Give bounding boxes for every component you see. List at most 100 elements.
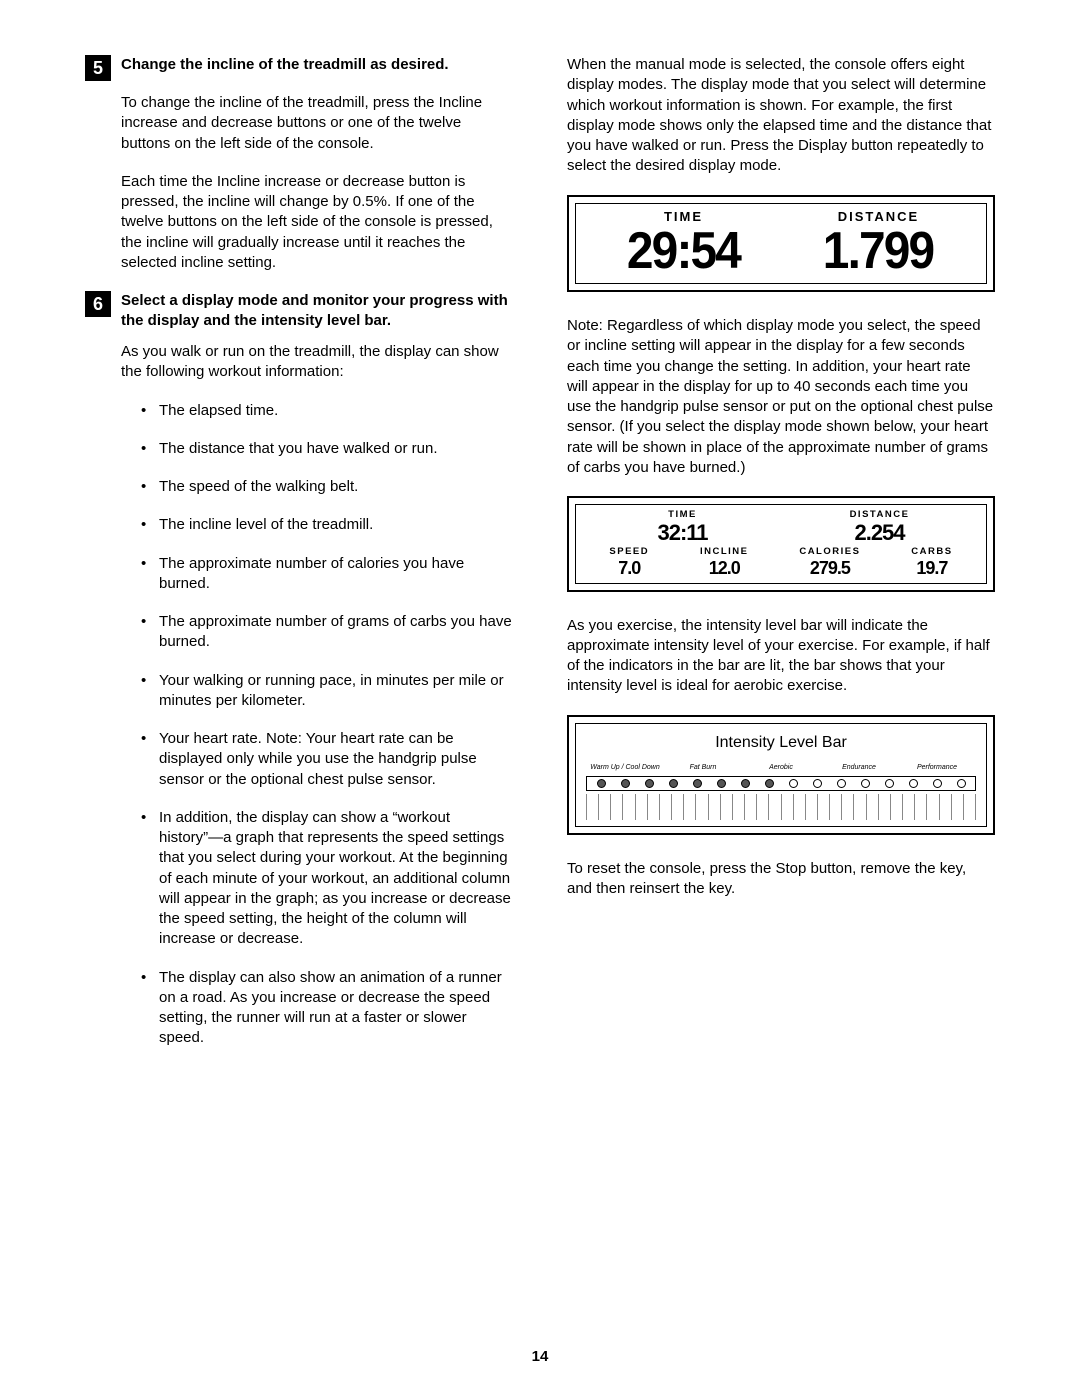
- intensity-bar-title: Intensity Level Bar: [582, 732, 980, 754]
- bullet-calories: The approximate number of calories you h…: [141, 554, 513, 595]
- step-5-para-1: To change the incline of the treadmill, …: [121, 93, 513, 154]
- intensity-tick: [866, 794, 867, 820]
- intensity-tick: [683, 794, 684, 820]
- intensity-led-icon: [933, 779, 942, 788]
- page-number: 14: [0, 1348, 1080, 1365]
- bullet-incline: The incline level of the treadmill.: [141, 515, 513, 535]
- step-5-title: Change the incline of the treadmill as d…: [121, 55, 449, 75]
- intensity-tick: [817, 794, 818, 820]
- intensity-tick: [671, 794, 672, 820]
- intensity-tick: [708, 794, 709, 820]
- intensity-tick: [805, 794, 806, 820]
- bullet-runner-animation: The display can also show an animation o…: [141, 968, 513, 1049]
- intensity-tick: [647, 794, 648, 820]
- intensity-bar-display: Intensity Level Bar Warm Up / Cool DownF…: [567, 715, 995, 835]
- step-6-header: 6 Select a display mode and monitor your…: [85, 291, 513, 330]
- intensity-tick: [622, 794, 623, 820]
- intensity-tick: [744, 794, 745, 820]
- intensity-tick: [598, 794, 599, 820]
- intensity-bar-zones: Warm Up / Cool DownFat BurnAerobicEndura…: [582, 763, 980, 772]
- intensity-zone-label: Aerobic: [742, 763, 820, 772]
- bullet-elapsed-time: The elapsed time.: [141, 401, 513, 421]
- intensity-tick: [659, 794, 660, 820]
- intensity-led-icon: [957, 779, 966, 788]
- lcd2-carbs-value: 19.7: [911, 559, 952, 577]
- step-6-title: Select a display mode and monitor your p…: [121, 291, 513, 330]
- bullet-carbs: The approximate number of grams of carbs…: [141, 612, 513, 653]
- intensity-led-icon: [885, 779, 894, 788]
- step-5-header: 5 Change the incline of the treadmill as…: [85, 55, 513, 81]
- intensity-tick: [768, 794, 769, 820]
- intensity-tick: [963, 794, 964, 820]
- intensity-tick: [756, 794, 757, 820]
- intensity-tick: [951, 794, 952, 820]
- intensity-led-icon: [597, 779, 606, 788]
- intensity-tick: [586, 794, 587, 820]
- intensity-led-icon: [813, 779, 822, 788]
- intensity-tick: [975, 794, 976, 820]
- lcd2-incline-value: 12.0: [700, 559, 749, 577]
- intensity-bar-ticks: [582, 794, 980, 820]
- intensity-led-icon: [837, 779, 846, 788]
- intensity-led-icon: [621, 779, 630, 788]
- intensity-tick: [610, 794, 611, 820]
- lcd2-calories-label: CALORIES: [799, 546, 860, 559]
- bullet-pace: Your walking or running pace, in minutes…: [141, 671, 513, 712]
- right-column: When the manual mode is selected, the co…: [567, 55, 995, 1067]
- intensity-led-icon: [861, 779, 870, 788]
- intensity-led-icon: [789, 779, 798, 788]
- intensity-led-icon: [693, 779, 702, 788]
- intensity-tick: [841, 794, 842, 820]
- intensity-tick: [890, 794, 891, 820]
- lcd1-distance-value: 1.799: [823, 225, 934, 277]
- intensity-tick: [902, 794, 903, 820]
- bullet-workout-history: In addition, the display can show a “wor…: [141, 808, 513, 950]
- intensity-led-icon: [669, 779, 678, 788]
- intensity-tick: [695, 794, 696, 820]
- bullet-heart-rate: Your heart rate. Note: Your heart rate c…: [141, 729, 513, 790]
- lcd2-calories-value: 279.5: [799, 559, 860, 577]
- intensity-tick: [732, 794, 733, 820]
- lcd-display-1: TIME 29:54 DISTANCE 1.799: [567, 195, 995, 293]
- left-column: 5 Change the incline of the treadmill as…: [85, 55, 513, 1067]
- step-5-para-2: Each time the Incline increase or decrea…: [121, 172, 513, 273]
- bullet-distance: The distance that you have walked or run…: [141, 439, 513, 459]
- step-number-5: 5: [85, 55, 111, 81]
- intensity-tick: [793, 794, 794, 820]
- intensity-led-icon: [717, 779, 726, 788]
- intensity-tick: [939, 794, 940, 820]
- display-modes-para: When the manual mode is selected, the co…: [567, 55, 995, 177]
- intensity-led-icon: [909, 779, 918, 788]
- lcd1-time-value: 29:54: [627, 225, 740, 277]
- step-6-intro: As you walk or run on the treadmill, the…: [121, 342, 513, 383]
- lcd2-distance-value: 2.254: [820, 522, 938, 544]
- intensity-tick: [720, 794, 721, 820]
- intensity-tick: [635, 794, 636, 820]
- intensity-tick: [926, 794, 927, 820]
- intensity-tick: [914, 794, 915, 820]
- intensity-bar-leds: [586, 776, 976, 791]
- lcd2-carbs-label: CARBS: [911, 546, 952, 559]
- lcd2-time-value: 32:11: [623, 522, 741, 544]
- bullet-speed: The speed of the walking belt.: [141, 477, 513, 497]
- intensity-led-icon: [741, 779, 750, 788]
- lcd-display-2: TIME 32:11 DISTANCE 2.254 SPEED 7.0 INCL…: [567, 496, 995, 592]
- step-number-6: 6: [85, 291, 111, 317]
- workout-info-list: The elapsed time. The distance that you …: [121, 401, 513, 1049]
- intensity-zone-label: Fat Burn: [664, 763, 742, 772]
- intensity-bar-para: As you exercise, the intensity level bar…: [567, 616, 995, 697]
- intensity-zone-label: Warm Up / Cool Down: [586, 763, 664, 772]
- lcd2-speed-value: 7.0: [609, 559, 649, 577]
- intensity-tick: [829, 794, 830, 820]
- intensity-led-icon: [645, 779, 654, 788]
- display-note-para: Note: Regardless of which display mode y…: [567, 316, 995, 478]
- intensity-zone-label: Performance: [898, 763, 976, 772]
- intensity-tick: [853, 794, 854, 820]
- intensity-zone-label: Endurance: [820, 763, 898, 772]
- reset-console-para: To reset the console, press the Stop but…: [567, 859, 995, 900]
- intensity-led-icon: [765, 779, 774, 788]
- lcd2-incline-label: INCLINE: [700, 546, 749, 559]
- lcd2-speed-label: SPEED: [609, 546, 649, 559]
- intensity-tick: [781, 794, 782, 820]
- intensity-tick: [878, 794, 879, 820]
